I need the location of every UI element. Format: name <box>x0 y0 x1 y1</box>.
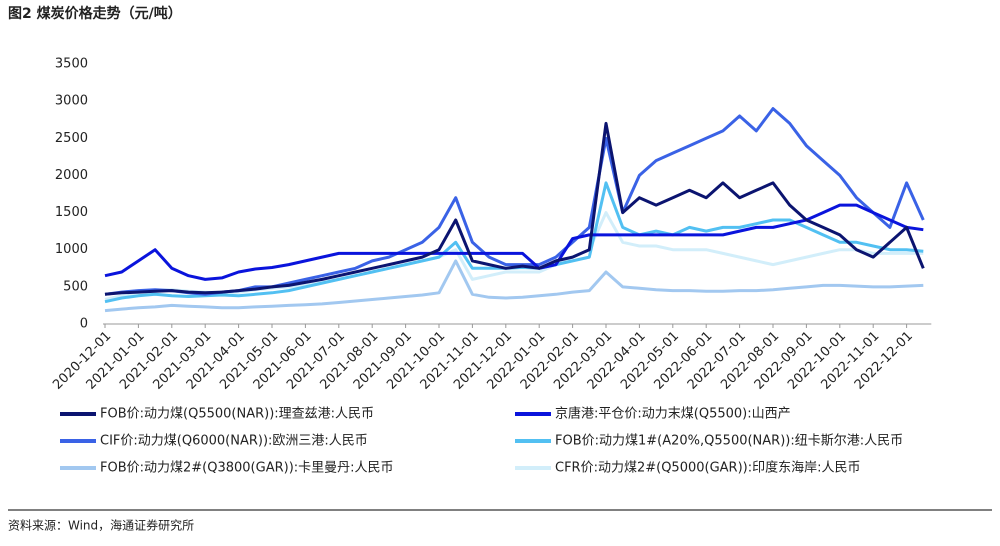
legend-label: CFR价:动力煤2#(Q5000(GAR)):印度东海岸:人民币 <box>555 460 861 476</box>
y-tick-label: 0 <box>80 317 88 332</box>
legend-label: CIF价:动力煤(Q6000(NAR)):欧洲三港:人民币 <box>100 434 368 449</box>
legend-label: 京唐港:平仓价:动力末煤(Q5500):山西产 <box>555 406 791 422</box>
y-tick-label: 1500 <box>55 205 88 220</box>
series-line <box>104 121 925 296</box>
source-note: 资料来源：Wind，海通证券研究所 <box>8 518 194 533</box>
legend-label: FOB价:动力煤1#(A20%,Q5500(NAR)):纽卡斯尔港:人民币 <box>555 434 903 449</box>
legend-label: FOB价:动力煤2#(Q3800(GAR)):卡里曼丹:人民币 <box>100 461 394 476</box>
y-tick-label: 2500 <box>55 131 88 146</box>
chart-title: 图2 煤炭价格走势（元/吨） <box>8 5 182 22</box>
y-tick-label: 1000 <box>55 242 88 257</box>
y-tick-label: 3500 <box>55 57 88 72</box>
legend-label: FOB价:动力煤(Q5500(NAR)):理查兹港:人民币 <box>100 407 374 422</box>
y-tick-label: 2000 <box>55 168 88 183</box>
y-tick-label: 500 <box>63 279 88 294</box>
series-line <box>104 181 924 304</box>
y-tick-label: 3000 <box>55 94 88 109</box>
series-line <box>104 259 924 313</box>
series-line <box>104 203 924 281</box>
